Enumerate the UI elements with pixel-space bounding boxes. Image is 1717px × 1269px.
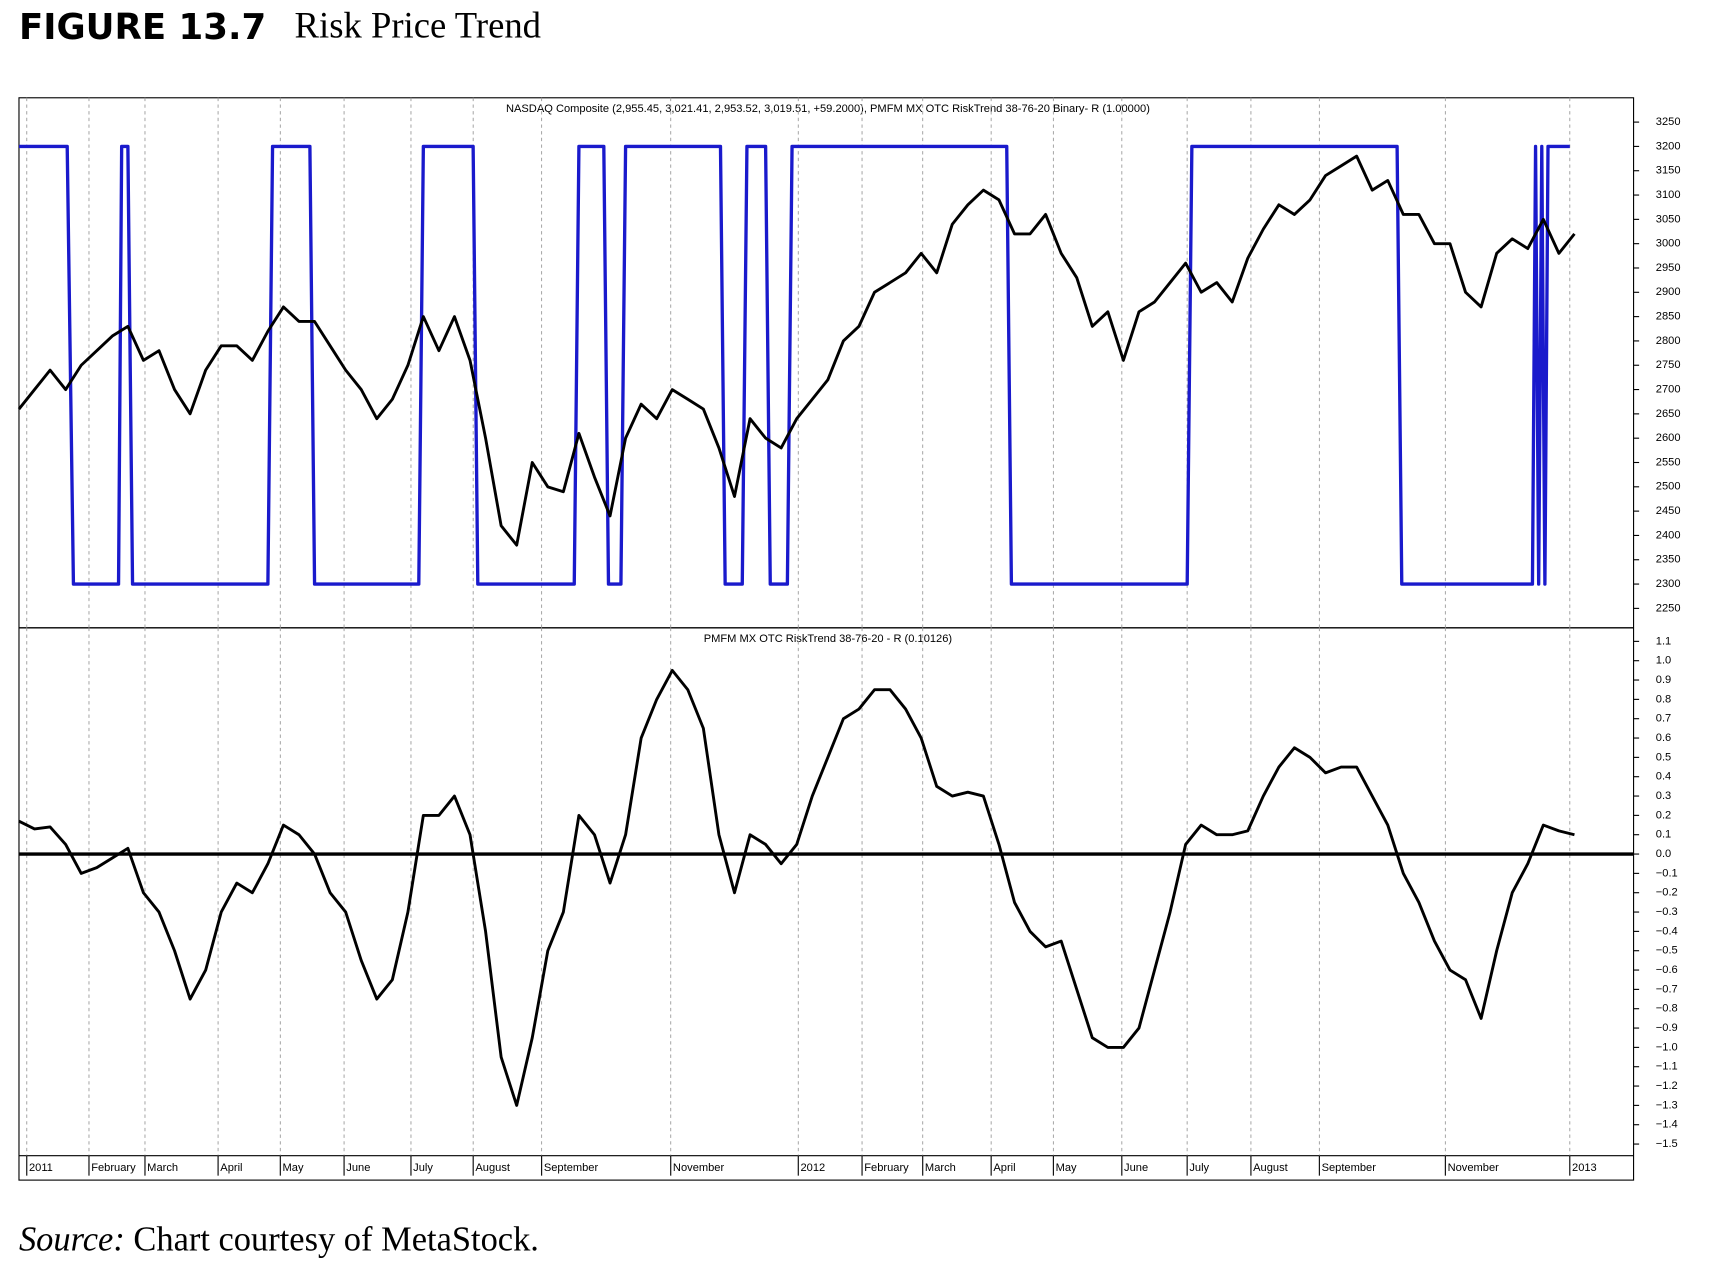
x-tick-label: July — [1189, 1162, 1209, 1174]
x-tick-label: June — [1124, 1162, 1148, 1174]
y-tick-label: 3250 — [1656, 116, 1681, 128]
y-tick-label: −0.8 — [1656, 1003, 1678, 1015]
x-tick-label: May — [1056, 1162, 1077, 1174]
y-tick-label: 2300 — [1656, 578, 1681, 590]
x-tick-label: September — [1322, 1162, 1377, 1174]
y-tick-label: −1.2 — [1656, 1080, 1678, 1092]
y-tick-label: 1.1 — [1656, 635, 1671, 647]
y-tick-label: −0.1 — [1656, 867, 1678, 879]
panel-title: PMFM MX OTC RiskTrend 38-76-20 - R (0.10… — [704, 633, 953, 645]
y-tick-label: −1.4 — [1656, 1119, 1678, 1131]
x-tick-label: August — [475, 1162, 510, 1174]
y-tick-label: −0.6 — [1656, 964, 1678, 976]
y-tick-label: 0.6 — [1656, 732, 1671, 744]
y-tick-label: 0.0 — [1656, 848, 1671, 860]
x-tick-label: September — [544, 1162, 599, 1174]
y-tick-label: 2350 — [1656, 554, 1681, 566]
y-tick-label: 2900 — [1656, 286, 1681, 298]
panel-title: NASDAQ Composite (2,955.45, 3,021.41, 2,… — [506, 103, 1150, 115]
x-tick-label: June — [346, 1162, 370, 1174]
y-tick-label: 3100 — [1656, 189, 1681, 201]
data-line — [18, 668, 1575, 1107]
y-tick-label: 2500 — [1656, 481, 1681, 493]
y-tick-label: 0.4 — [1656, 771, 1671, 783]
y-tick-label: 3000 — [1656, 238, 1681, 250]
y-tick-label: 0.9 — [1656, 674, 1671, 686]
y-tick-label: 3150 — [1656, 165, 1681, 177]
y-tick-label: 2600 — [1656, 432, 1681, 444]
y-tick-label: 2550 — [1656, 456, 1681, 468]
x-tick-label: April — [220, 1162, 242, 1174]
x-tick-label: May — [283, 1162, 304, 1174]
y-tick-label: −0.9 — [1656, 1022, 1678, 1034]
y-tick-label: −0.5 — [1656, 945, 1678, 957]
y-tick-label: 0.7 — [1656, 713, 1671, 725]
x-tick-label: 2013 — [1572, 1162, 1597, 1174]
y-tick-label: −1.3 — [1656, 1099, 1678, 1111]
x-tick-label: August — [1253, 1162, 1288, 1174]
y-tick-label: −1.1 — [1656, 1061, 1678, 1073]
y-tick-label: 3200 — [1656, 140, 1681, 152]
x-tick-label: March — [925, 1162, 956, 1174]
y-tick-label: 2650 — [1656, 408, 1681, 420]
y-tick-label: 2450 — [1656, 505, 1681, 517]
x-tick-label: March — [147, 1162, 178, 1174]
source-label: Source: — [19, 1220, 125, 1258]
figure-title: Risk Price Trend — [295, 4, 541, 45]
source-text: Chart courtesy of MetaStock. — [133, 1220, 539, 1258]
y-tick-label: −1.0 — [1656, 1041, 1678, 1053]
x-tick-label: November — [1448, 1162, 1500, 1174]
y-tick-label: 2700 — [1656, 383, 1681, 395]
x-tick-label: July — [413, 1162, 433, 1174]
y-tick-label: 0.5 — [1656, 751, 1671, 763]
y-tick-label: 3050 — [1656, 213, 1681, 225]
y-tick-label: 0.3 — [1656, 790, 1671, 802]
x-tick-label: 2011 — [29, 1162, 53, 1174]
y-tick-label: 2250 — [1656, 602, 1681, 614]
y-tick-label: −1.5 — [1656, 1138, 1678, 1150]
figure-label: FIGURE 13.7 — [19, 7, 266, 48]
y-tick-label: −0.4 — [1656, 925, 1678, 937]
y-tick-label: 2950 — [1656, 262, 1681, 274]
y-tick-label: −0.3 — [1656, 906, 1678, 918]
y-tick-label: 2400 — [1656, 529, 1681, 541]
x-tick-label: February — [864, 1162, 909, 1174]
x-tick-label: November — [673, 1162, 725, 1174]
x-tick-label: February — [91, 1162, 136, 1174]
y-tick-label: 0.1 — [1656, 829, 1671, 841]
y-tick-label: 2800 — [1656, 335, 1681, 347]
y-tick-label: 1.0 — [1656, 655, 1671, 667]
y-tick-label: 2850 — [1656, 311, 1681, 323]
x-tick-label: 2012 — [800, 1162, 825, 1174]
data-line — [17, 154, 1576, 547]
y-tick-label: 0.8 — [1656, 693, 1671, 705]
x-tick-label: April — [993, 1162, 1015, 1174]
y-tick-label: 0.2 — [1656, 809, 1671, 821]
y-tick-label: 2750 — [1656, 359, 1681, 371]
data-line — [18, 144, 1570, 586]
source: Source: Chart courtesy of MetaStock. — [19, 1220, 539, 1258]
y-tick-label: −0.2 — [1656, 887, 1678, 899]
y-tick-label: −0.7 — [1656, 983, 1678, 995]
plot-frame — [18, 97, 1635, 1181]
